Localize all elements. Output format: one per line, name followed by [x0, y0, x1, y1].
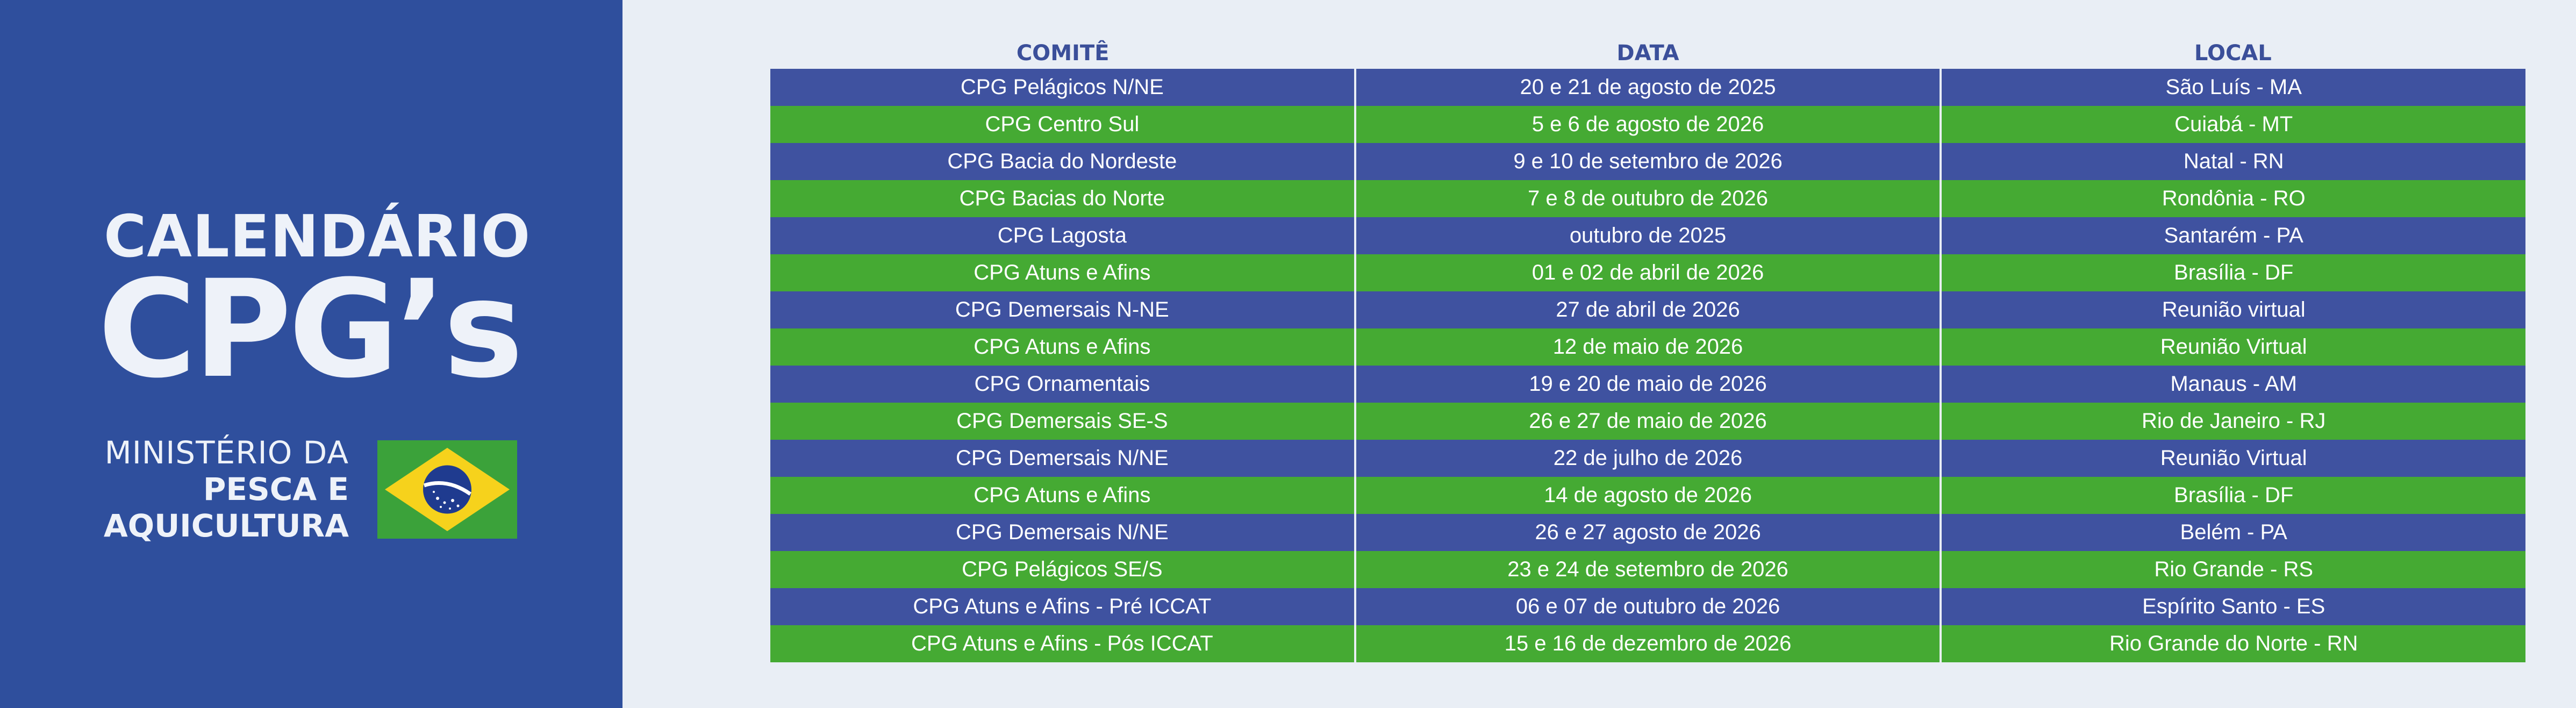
cell-local: Rio Grande do Norte - RN	[1942, 625, 2526, 662]
cell-local: Reunião virtual	[1942, 291, 2526, 328]
table-row: CPG Atuns e Afins - Pré ICCAT 06 e 07 de…	[770, 588, 2526, 625]
table-row: CPG Atuns e Afins 14 de agosto de 2026 B…	[770, 477, 2526, 514]
cell-comite: CPG Atuns e Afins	[770, 477, 1356, 514]
cell-comite: CPG Centro Sul	[770, 106, 1356, 143]
cell-local: Rondônia - RO	[1942, 180, 2526, 217]
table-row: CPG Pelágicos SE/S 23 e 24 de setembro d…	[770, 551, 2526, 588]
cell-data: 15 e 16 de dezembro de 2026	[1356, 625, 1942, 662]
cell-data: 01 e 02 de abril de 2026	[1356, 254, 1942, 291]
cell-local: Belém - PA	[1942, 514, 2526, 551]
ministry-line-1: MINISTÉRIO DA	[104, 434, 349, 471]
cell-data: 23 e 24 de setembro de 2026	[1356, 551, 1942, 588]
cell-data: 27 de abril de 2026	[1356, 291, 1942, 328]
cell-comite: CPG Atuns e Afins - Pré ICCAT	[770, 588, 1356, 625]
header-data: DATA	[1616, 41, 1679, 66]
cell-data: 22 de julho de 2026	[1356, 440, 1942, 477]
cell-comite: CPG Atuns e Afins	[770, 328, 1356, 366]
header-comite: COMITÊ	[1016, 41, 1110, 66]
cell-local: Reunião Virtual	[1942, 328, 2526, 366]
cell-data: 19 e 20 de maio de 2026	[1356, 366, 1942, 403]
table-row: CPG Pelágicos N/NE 20 e 21 de agosto de …	[770, 69, 2526, 106]
table-row: CPG Bacia do Nordeste 9 e 10 de setembro…	[770, 143, 2526, 180]
table-row: CPG Atuns e Afins - Pós ICCAT 15 e 16 de…	[770, 625, 2526, 662]
cell-comite: CPG Demersais N/NE	[770, 514, 1356, 551]
cell-comite: CPG Atuns e Afins	[770, 254, 1356, 291]
cell-local: Santarém - PA	[1942, 217, 2526, 254]
ministry-name: MINISTÉRIO DA PESCA E AQUICULTURA	[102, 434, 349, 544]
table-row: CPG Demersais N/NE 22 de julho de 2026 R…	[770, 440, 2526, 477]
table-row: CPG Bacias do Norte 7 e 8 de outubro de …	[770, 180, 2526, 217]
cell-local: Cuiabá - MT	[1942, 106, 2526, 143]
cell-local: Manaus - AM	[1942, 366, 2526, 403]
cell-comite: CPG Bacias do Norte	[770, 180, 1356, 217]
cell-comite: CPG Pelágicos N/NE	[770, 69, 1356, 106]
cell-data: 14 de agosto de 2026	[1356, 477, 1942, 514]
header-local: LOCAL	[2194, 41, 2272, 66]
cell-data: 12 de maio de 2026	[1356, 328, 1942, 366]
cell-comite: CPG Ornamentais	[770, 366, 1356, 403]
cell-data: 5 e 6 de agosto de 2026	[1356, 106, 1942, 143]
cell-local: Natal - RN	[1942, 143, 2526, 180]
cell-comite: CPG Lagosta	[770, 217, 1356, 254]
cell-local: Brasília - DF	[1942, 477, 2526, 514]
cell-data: 7 e 8 de outubro de 2026	[1356, 180, 1942, 217]
cell-local: Reunião Virtual	[1942, 440, 2526, 477]
cell-data: 26 e 27 agosto de 2026	[1356, 514, 1942, 551]
cell-data: outubro de 2025	[1356, 217, 1942, 254]
ministry-line-3: AQUICULTURA	[103, 507, 349, 544]
cell-data: 9 e 10 de setembro de 2026	[1356, 143, 1942, 180]
cell-comite: CPG Demersais N-NE	[770, 291, 1356, 328]
cell-local: São Luís - MA	[1942, 69, 2526, 106]
brazil-flag-icon	[377, 440, 517, 539]
cell-local: Rio Grande - RS	[1942, 551, 2526, 588]
cell-comite: CPG Atuns e Afins - Pós ICCAT	[770, 625, 1356, 662]
cell-local: Espírito Santo - ES	[1942, 588, 2526, 625]
table-row: CPG Ornamentais 19 e 20 de maio de 2026 …	[770, 366, 2526, 403]
table-row: CPG Atuns e Afins 01 e 02 de abril de 20…	[770, 254, 2526, 291]
table-header: COMITÊ DATA LOCAL	[770, 38, 2525, 69]
ministry-line-2: PESCA E	[203, 471, 349, 507]
table-row: CPG Demersais N/NE 26 e 27 agosto de 202…	[770, 514, 2526, 551]
cell-comite: CPG Demersais SE-S	[770, 403, 1356, 440]
cell-data: 26 e 27 de maio de 2026	[1356, 403, 1942, 440]
calendar-table: COMITÊ DATA LOCAL CPG Pelágicos N/NE 20 …	[770, 38, 2526, 662]
sidebar-panel: CALENDÁRIO CPG’s MINISTÉRIO DA PESCA E A…	[0, 0, 622, 708]
table-row: CPG Demersais N-NE 27 de abril de 2026 R…	[770, 291, 2526, 328]
cell-local: Rio de Janeiro - RJ	[1942, 403, 2526, 440]
table-row: CPG Demersais SE-S 26 e 27 de maio de 20…	[770, 403, 2526, 440]
cell-comite: CPG Pelágicos SE/S	[770, 551, 1356, 588]
table-row: CPG Centro Sul 5 e 6 de agosto de 2026 C…	[770, 106, 2526, 143]
table-row: CPG Atuns e Afins 12 de maio de 2026 Reu…	[770, 328, 2526, 366]
table-row: CPG Lagosta outubro de 2025 Santarém - P…	[770, 217, 2526, 254]
cell-comite: CPG Bacia do Nordeste	[770, 143, 1356, 180]
calendar-title-top: CALENDÁRIO	[104, 203, 531, 270]
cell-comite: CPG Demersais N/NE	[770, 440, 1356, 477]
cell-data: 06 e 07 de outubro de 2026	[1356, 588, 1942, 625]
calendar-title-main: CPG’s	[98, 251, 524, 407]
cell-data: 20 e 21 de agosto de 2025	[1356, 69, 1942, 106]
cell-local: Brasília - DF	[1942, 254, 2526, 291]
